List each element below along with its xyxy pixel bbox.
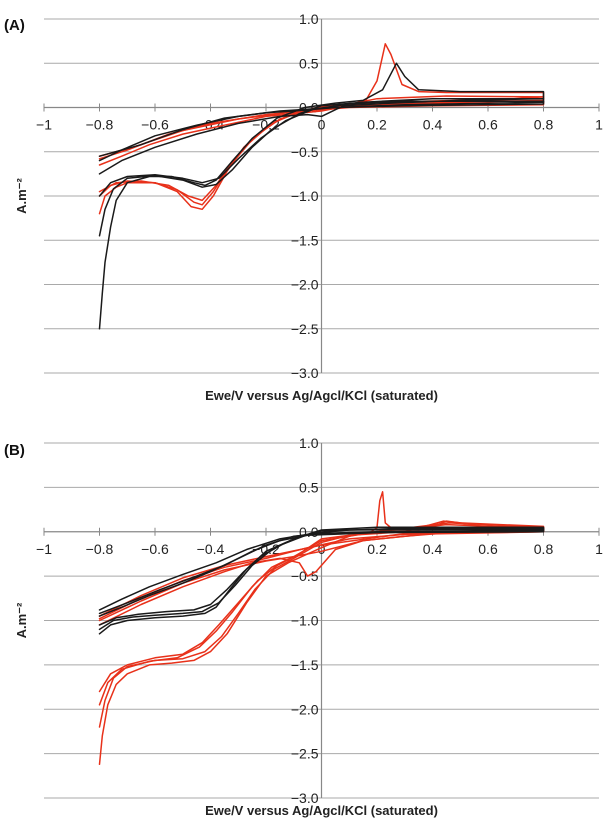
y-tick-label: 1.0 bbox=[299, 11, 319, 27]
y-axis-label: A.m⁻² bbox=[14, 602, 29, 638]
y-tick-label: −1.0 bbox=[291, 188, 319, 204]
axis-labels: (B) A.m⁻² Ewe/V versus Ag/Agcl/KCl (satu… bbox=[4, 442, 438, 818]
x-tick-label: 1 bbox=[595, 117, 603, 133]
x-tick-label: 0.2 bbox=[367, 117, 387, 133]
y-tick-label: −3.0 bbox=[291, 790, 319, 806]
y-tick-label: −1.5 bbox=[291, 657, 319, 673]
panel-label: (A) bbox=[4, 17, 25, 34]
y-tick-label: −2.5 bbox=[291, 321, 319, 337]
x-tick-label: 0.4 bbox=[423, 541, 443, 557]
y-tick-label: −1.5 bbox=[291, 232, 319, 248]
axis-labels: (A) A.m⁻² Ewe/V versus Ag/Agcl/KCl (satu… bbox=[4, 17, 438, 403]
x-tick-label: 0.6 bbox=[478, 117, 498, 133]
series-line-7 bbox=[98, 528, 545, 626]
x-tick-label: 0 bbox=[318, 117, 326, 133]
x-tick-label: 0 bbox=[318, 541, 326, 557]
y-tick-label: −2.0 bbox=[291, 277, 319, 293]
series-line-6 bbox=[98, 100, 545, 197]
y-axis-label: A.m⁻² bbox=[14, 177, 29, 213]
x-tick-label: 0.8 bbox=[534, 117, 554, 133]
x-tick-label: 0.4 bbox=[423, 117, 443, 133]
y-tick-label: −2.5 bbox=[291, 746, 319, 762]
x-tick-label: −0.8 bbox=[86, 541, 114, 557]
x-tick-label: −0.6 bbox=[141, 117, 169, 133]
series-group bbox=[98, 43, 545, 330]
y-tick-label: −2.0 bbox=[291, 701, 319, 717]
y-tick-label: −1.0 bbox=[291, 613, 319, 629]
y-tick-label: 0.5 bbox=[299, 479, 319, 495]
chart-panel-a: −1 −0.8 −0.6 −0.4 −0.2 0 0.2 0.4 0.6 0.8 11.00.50.… bbox=[4, 11, 603, 403]
x-tick-label: −0.8 bbox=[86, 117, 114, 133]
x-axis-label: Ewe/V versus Ag/Agcl/KCl (saturated) bbox=[205, 388, 438, 403]
x-tick-label: 0.2 bbox=[367, 541, 387, 557]
x-axis-label: Ewe/V versus Ag/Agcl/KCl (saturated) bbox=[205, 803, 438, 818]
y-tick-label: 0.5 bbox=[299, 55, 319, 71]
y-tick-label: −3.0 bbox=[291, 365, 319, 381]
x-tick-label: −1 bbox=[36, 541, 52, 557]
axes: −1 −0.8 −0.6 −0.4 −0.2 0 0.2 0.4 0.6 0.8 11.00.50.… bbox=[36, 11, 603, 381]
x-tick-label: −1 bbox=[36, 117, 52, 133]
y-tick-label: −0.5 bbox=[291, 144, 319, 160]
y-tick-label: −0.5 bbox=[291, 568, 319, 584]
series-line-5 bbox=[98, 526, 545, 635]
x-tick-label: 0.8 bbox=[534, 541, 554, 557]
x-tick-label: −0.4 bbox=[197, 541, 225, 557]
y-tick-label: 1.0 bbox=[299, 435, 319, 451]
panel-label: (B) bbox=[4, 442, 25, 459]
series-line-4 bbox=[98, 523, 545, 693]
axes: −1 −0.8 −0.6 −0.4 −0.2 0 0.2 0.4 0.6 0.8 11.00.50.… bbox=[36, 435, 603, 806]
series-line-1 bbox=[98, 491, 545, 766]
series-group bbox=[98, 491, 545, 766]
x-tick-label: 0.6 bbox=[478, 541, 498, 557]
x-tick-label: −0.6 bbox=[141, 541, 169, 557]
x-tick-label: 1 bbox=[595, 541, 603, 557]
chart-panel-b: −1 −0.8 −0.6 −0.4 −0.2 0 0.2 0.4 0.6 0.8 11.00.50.… bbox=[4, 435, 603, 818]
